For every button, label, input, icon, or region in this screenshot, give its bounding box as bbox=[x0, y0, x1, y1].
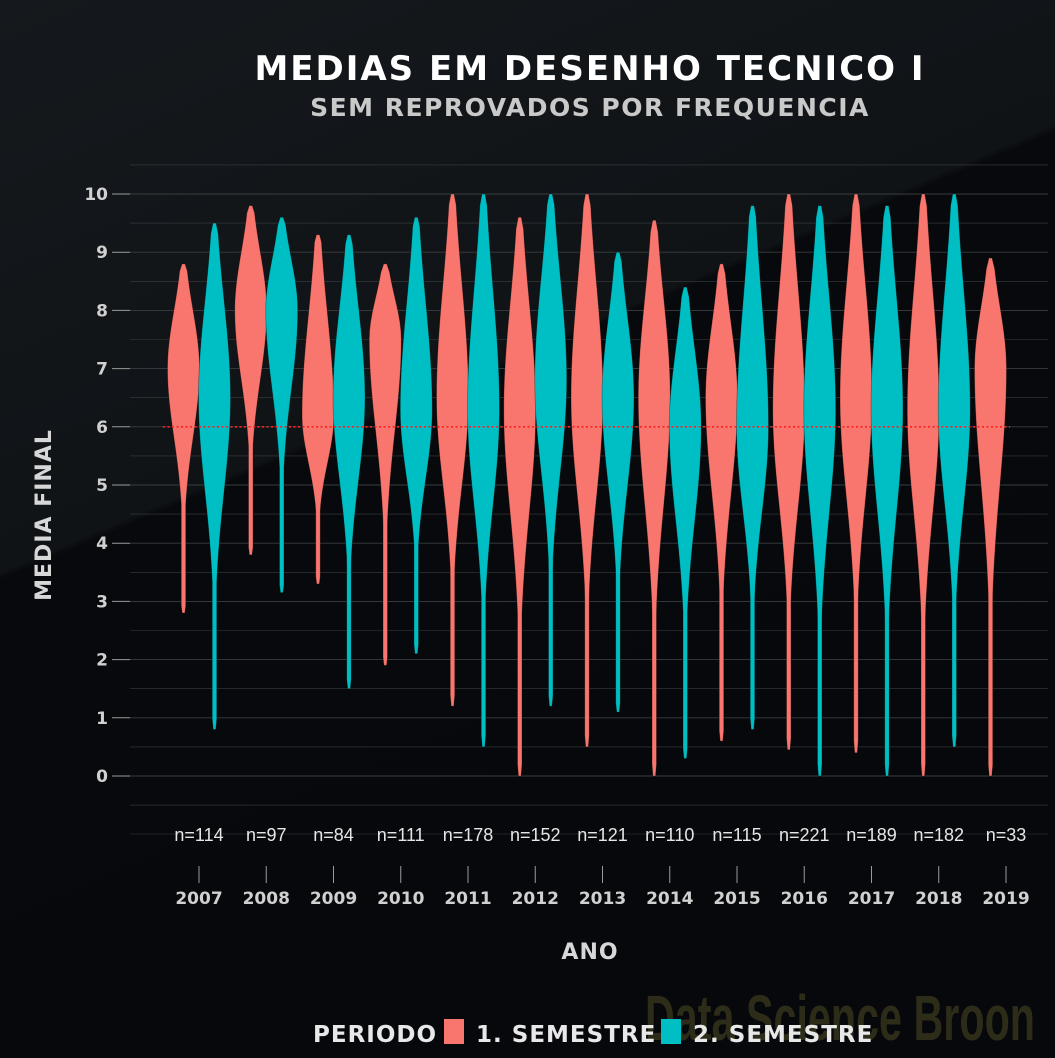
violin-semester-2-2014 bbox=[668, 286, 702, 759]
violin-semester-2-2015 bbox=[736, 205, 769, 730]
violin-semester-1-2012 bbox=[503, 216, 537, 777]
n-label: n=178 bbox=[443, 825, 494, 845]
y-tick-label: 8 bbox=[96, 301, 108, 321]
legend-title: PERIODO bbox=[313, 1022, 437, 1048]
x-tick-label: 2018 bbox=[915, 889, 962, 909]
violin-semester-2-2013 bbox=[601, 251, 635, 713]
y-tick-label: 0 bbox=[96, 767, 108, 787]
x-tick-label: 2011 bbox=[444, 889, 491, 909]
violin-semester-2-2009 bbox=[332, 234, 366, 690]
violin-semester-1-2011 bbox=[436, 193, 469, 707]
y-tick-label: 5 bbox=[96, 476, 108, 496]
n-label: n=33 bbox=[986, 825, 1027, 845]
x-axis-title: ANO bbox=[561, 940, 618, 965]
x-tick-label: 2008 bbox=[243, 889, 290, 909]
x-tick-label: 2009 bbox=[310, 889, 357, 909]
violin-semester-2-2018 bbox=[937, 193, 971, 748]
violin-semester-1-2009 bbox=[301, 234, 335, 585]
violin-semester-1-2015 bbox=[705, 263, 738, 742]
violin-semester-1-2010 bbox=[368, 263, 402, 666]
y-tick-label: 7 bbox=[96, 360, 108, 380]
violins bbox=[167, 193, 1007, 777]
x-tick-label: 2015 bbox=[713, 889, 760, 909]
n-label: n=152 bbox=[510, 825, 561, 845]
n-labels: n=114 n=97 n=84 n=111 n=178 n=152 n=121 n=110 n=… bbox=[174, 825, 1026, 845]
x-tick-label: 2007 bbox=[175, 889, 222, 909]
violin-semester-1-2016 bbox=[772, 193, 806, 751]
n-label: n=221 bbox=[779, 825, 830, 845]
violin-semester-1-2014 bbox=[637, 219, 671, 777]
legend-swatch-semester-2 bbox=[661, 1019, 681, 1044]
violin-semester-2-2017 bbox=[870, 205, 904, 777]
x-tick-label: 2017 bbox=[848, 889, 895, 909]
n-label: n=97 bbox=[246, 825, 287, 845]
legend-label-semester-1: 1. SEMESTRE bbox=[476, 1022, 656, 1048]
x-tick-label: 2019 bbox=[982, 889, 1029, 909]
y-axis-ticks: 0 1 2 3 4 5 6 7 8 9 10 bbox=[84, 185, 130, 787]
n-label: n=115 bbox=[712, 825, 761, 845]
n-label: n=189 bbox=[846, 825, 897, 845]
watermark: Data Science Broon bbox=[645, 982, 1035, 1054]
x-axis-ticks: 2007 2008 2009 2010 2011 2012 2013 2014 2015 2016… bbox=[175, 866, 1030, 909]
violin-semester-2-2011 bbox=[467, 193, 500, 748]
violin-semester-2-2007 bbox=[198, 222, 231, 730]
n-label: n=114 bbox=[174, 825, 223, 845]
y-tick-label: 6 bbox=[96, 418, 108, 438]
n-label: n=110 bbox=[645, 825, 694, 845]
violin-semester-2-2008 bbox=[265, 216, 299, 594]
n-label: n=182 bbox=[913, 825, 964, 845]
n-label: n=84 bbox=[313, 825, 354, 845]
x-tick-label: 2012 bbox=[512, 889, 559, 909]
x-tick-label: 2014 bbox=[646, 889, 693, 909]
y-tick-label: 3 bbox=[96, 592, 108, 612]
violin-semester-1-2019 bbox=[974, 257, 1007, 777]
y-tick-label: 2 bbox=[96, 651, 108, 671]
x-tick-label: 2013 bbox=[579, 889, 626, 909]
violin-semester-2-2016 bbox=[803, 205, 837, 777]
violin-semester-1-2013 bbox=[570, 193, 604, 748]
y-tick-label: 10 bbox=[84, 185, 108, 205]
n-label: n=121 bbox=[577, 825, 628, 845]
violin-semester-2-2012 bbox=[534, 193, 568, 707]
legend-swatch-semester-1 bbox=[444, 1019, 464, 1044]
violin-semester-1-2007 bbox=[167, 263, 200, 614]
y-tick-label: 4 bbox=[96, 534, 108, 554]
y-axis-title: MEDIA FINAL bbox=[32, 429, 57, 601]
violin-semester-1-2017 bbox=[839, 193, 873, 754]
legend: PERIODO 1. SEMESTRE 2. SEMESTRE bbox=[313, 1019, 873, 1048]
x-tick-label: 2016 bbox=[781, 889, 828, 909]
y-tick-label: 1 bbox=[96, 709, 108, 729]
violin-semester-2-2010 bbox=[399, 216, 433, 655]
n-label: n=111 bbox=[377, 825, 425, 845]
y-tick-label: 9 bbox=[96, 243, 108, 263]
chart-title: MEDIAS EM DESENHO TECNICO I bbox=[254, 49, 925, 89]
legend-label-semester-2: 2. SEMESTRE bbox=[693, 1022, 873, 1048]
x-tick-label: 2010 bbox=[377, 889, 424, 909]
chart-subtitle: SEM REPROVADOS POR FREQUENCIA bbox=[310, 93, 870, 122]
violin-semester-1-2018 bbox=[906, 193, 940, 777]
violin-semester-1-2008 bbox=[234, 205, 268, 556]
